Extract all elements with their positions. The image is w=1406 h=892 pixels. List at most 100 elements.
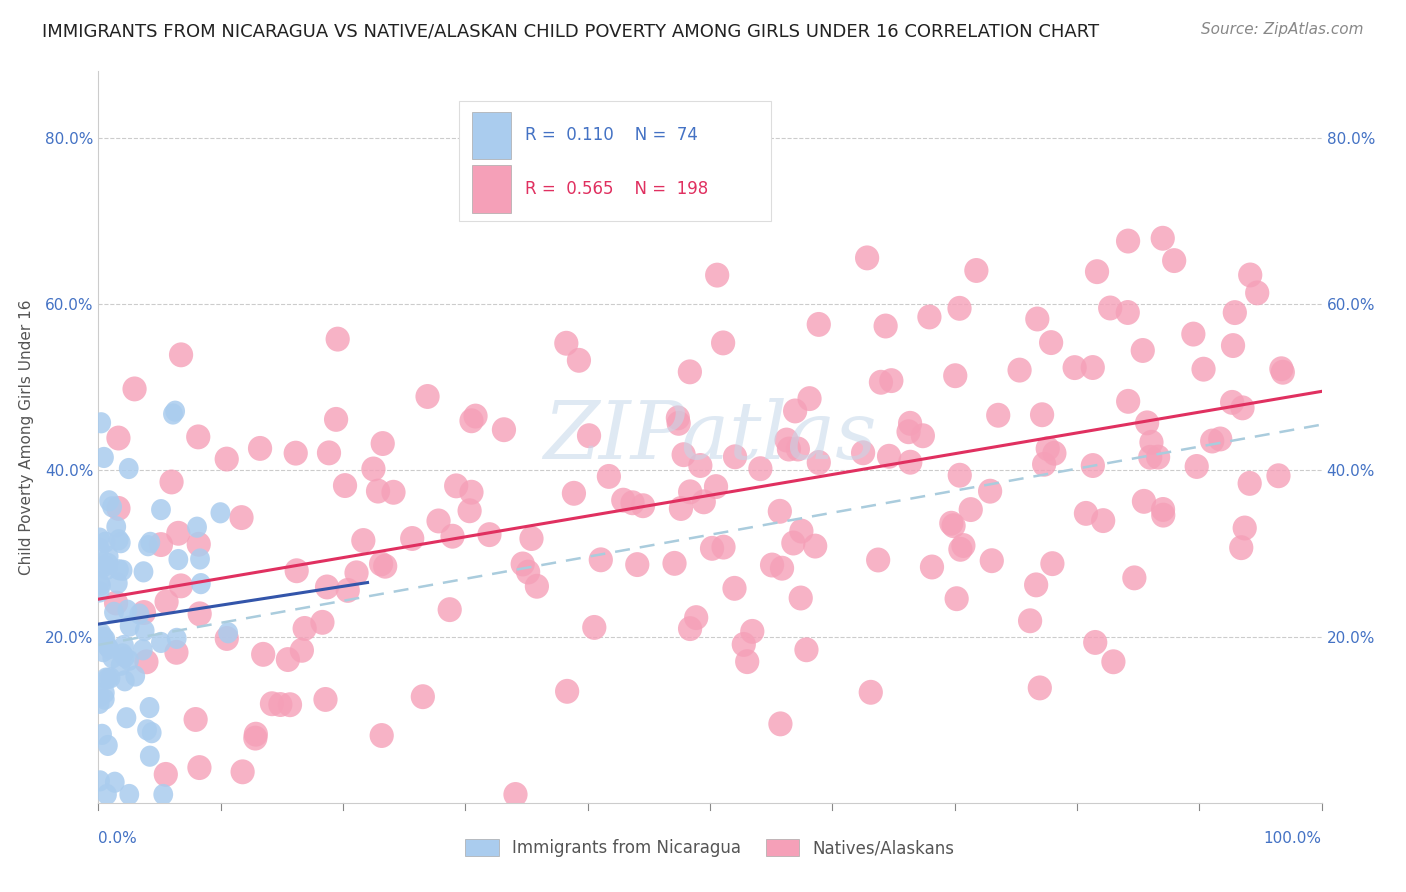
Ellipse shape bbox=[98, 553, 118, 574]
Ellipse shape bbox=[768, 712, 793, 736]
Ellipse shape bbox=[94, 447, 114, 468]
Ellipse shape bbox=[1239, 262, 1263, 287]
Ellipse shape bbox=[415, 384, 440, 409]
Ellipse shape bbox=[794, 637, 818, 662]
Ellipse shape bbox=[612, 488, 636, 513]
Ellipse shape bbox=[276, 647, 299, 672]
Ellipse shape bbox=[440, 524, 464, 549]
Ellipse shape bbox=[898, 411, 922, 436]
Ellipse shape bbox=[939, 511, 963, 536]
Ellipse shape bbox=[284, 558, 309, 583]
Ellipse shape bbox=[1270, 356, 1294, 381]
Ellipse shape bbox=[662, 551, 686, 576]
Ellipse shape bbox=[704, 262, 730, 287]
Ellipse shape bbox=[368, 551, 394, 576]
Ellipse shape bbox=[678, 359, 702, 384]
Ellipse shape bbox=[149, 533, 173, 557]
Ellipse shape bbox=[1025, 307, 1049, 332]
Ellipse shape bbox=[93, 723, 112, 745]
Ellipse shape bbox=[97, 668, 118, 690]
Ellipse shape bbox=[98, 735, 118, 756]
Ellipse shape bbox=[381, 480, 405, 505]
Ellipse shape bbox=[426, 508, 451, 533]
Ellipse shape bbox=[555, 679, 579, 704]
Ellipse shape bbox=[524, 574, 548, 599]
Ellipse shape bbox=[93, 641, 112, 662]
Ellipse shape bbox=[134, 561, 153, 582]
Text: Source: ZipAtlas.com: Source: ZipAtlas.com bbox=[1201, 22, 1364, 37]
Ellipse shape bbox=[945, 586, 969, 611]
Ellipse shape bbox=[97, 558, 117, 580]
Ellipse shape bbox=[187, 532, 211, 557]
Ellipse shape bbox=[761, 552, 785, 577]
Ellipse shape bbox=[141, 746, 160, 767]
Ellipse shape bbox=[877, 444, 901, 468]
Ellipse shape bbox=[139, 697, 159, 718]
Ellipse shape bbox=[510, 551, 534, 576]
Ellipse shape bbox=[1185, 454, 1209, 479]
Ellipse shape bbox=[1040, 551, 1064, 576]
Ellipse shape bbox=[90, 527, 110, 549]
Ellipse shape bbox=[783, 399, 807, 424]
Ellipse shape bbox=[1042, 441, 1067, 466]
Ellipse shape bbox=[107, 496, 131, 521]
Ellipse shape bbox=[731, 632, 756, 657]
Ellipse shape bbox=[211, 502, 231, 524]
Ellipse shape bbox=[215, 447, 239, 472]
Ellipse shape bbox=[859, 680, 883, 705]
Ellipse shape bbox=[965, 258, 988, 283]
Ellipse shape bbox=[141, 532, 160, 553]
Ellipse shape bbox=[437, 597, 461, 622]
Ellipse shape bbox=[94, 556, 115, 577]
Ellipse shape bbox=[107, 425, 131, 450]
Ellipse shape bbox=[1220, 333, 1246, 358]
Ellipse shape bbox=[101, 667, 121, 689]
Ellipse shape bbox=[1130, 338, 1154, 363]
Ellipse shape bbox=[1083, 630, 1108, 655]
Ellipse shape bbox=[1036, 436, 1060, 461]
Ellipse shape bbox=[986, 403, 1011, 427]
Ellipse shape bbox=[1116, 228, 1140, 253]
Ellipse shape bbox=[344, 560, 368, 585]
Ellipse shape bbox=[90, 686, 110, 706]
Ellipse shape bbox=[740, 619, 765, 644]
Ellipse shape bbox=[191, 573, 211, 594]
Ellipse shape bbox=[103, 496, 122, 517]
Ellipse shape bbox=[96, 629, 115, 650]
Ellipse shape bbox=[104, 602, 124, 623]
Ellipse shape bbox=[1024, 573, 1049, 598]
Ellipse shape bbox=[948, 463, 972, 488]
Ellipse shape bbox=[150, 632, 172, 653]
Ellipse shape bbox=[807, 312, 831, 337]
Ellipse shape bbox=[316, 441, 342, 466]
Ellipse shape bbox=[920, 555, 943, 580]
Ellipse shape bbox=[169, 549, 188, 570]
Ellipse shape bbox=[948, 537, 973, 562]
Ellipse shape bbox=[373, 554, 398, 579]
Ellipse shape bbox=[444, 474, 468, 499]
Ellipse shape bbox=[132, 600, 156, 625]
Ellipse shape bbox=[94, 627, 114, 648]
Ellipse shape bbox=[700, 536, 724, 561]
Ellipse shape bbox=[678, 616, 702, 641]
Ellipse shape bbox=[1028, 675, 1052, 700]
Ellipse shape bbox=[120, 649, 139, 671]
Ellipse shape bbox=[911, 424, 935, 448]
Ellipse shape bbox=[1152, 503, 1175, 527]
Ellipse shape bbox=[187, 601, 212, 626]
Text: R =  0.110    N =  74: R = 0.110 N = 74 bbox=[526, 127, 699, 145]
Ellipse shape bbox=[678, 479, 702, 504]
Ellipse shape bbox=[167, 628, 187, 649]
Ellipse shape bbox=[134, 640, 153, 660]
Ellipse shape bbox=[1267, 463, 1291, 488]
Ellipse shape bbox=[1081, 355, 1105, 380]
Ellipse shape bbox=[516, 559, 540, 584]
Ellipse shape bbox=[979, 479, 1002, 504]
Ellipse shape bbox=[115, 647, 135, 668]
Ellipse shape bbox=[589, 548, 613, 573]
Ellipse shape bbox=[97, 636, 117, 657]
Ellipse shape bbox=[1246, 280, 1270, 305]
Ellipse shape bbox=[869, 370, 893, 395]
Ellipse shape bbox=[803, 533, 827, 558]
Ellipse shape bbox=[96, 532, 115, 553]
